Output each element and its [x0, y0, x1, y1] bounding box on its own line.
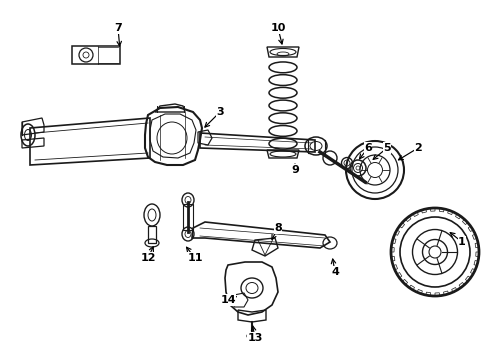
Text: 2: 2	[414, 143, 422, 153]
Text: 9: 9	[291, 165, 299, 175]
Text: 7: 7	[114, 23, 122, 33]
Text: 10: 10	[270, 23, 286, 33]
Text: 3: 3	[216, 107, 224, 117]
Text: 11: 11	[187, 253, 203, 263]
Text: 12: 12	[140, 253, 156, 263]
Text: 8: 8	[274, 223, 282, 233]
Text: 13: 13	[247, 333, 263, 343]
Text: 4: 4	[331, 267, 339, 277]
Text: 5: 5	[383, 143, 391, 153]
Text: 14: 14	[220, 295, 236, 305]
Text: 1: 1	[458, 237, 466, 247]
Text: 6: 6	[364, 143, 372, 153]
